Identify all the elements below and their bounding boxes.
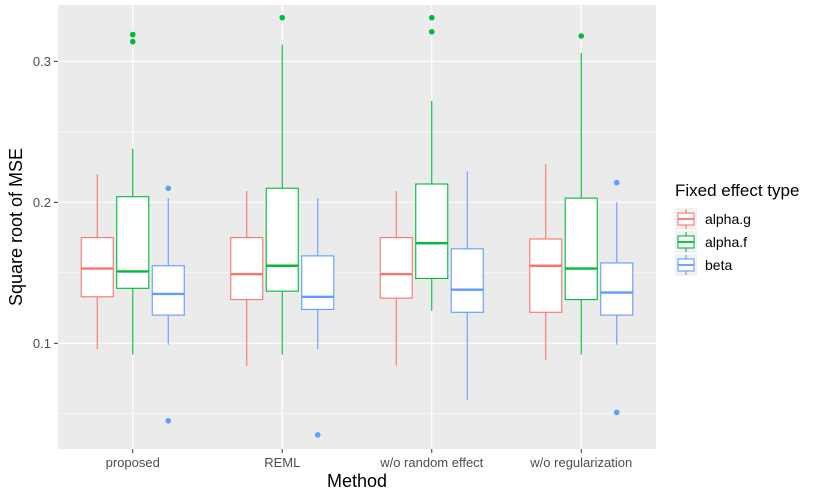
outlier-point: [428, 28, 435, 35]
legend-title: Fixed effect type: [675, 181, 799, 200]
outlier-point: [129, 38, 136, 45]
outlier-point: [314, 432, 321, 438]
y-tick-label: 0.2: [33, 195, 51, 210]
y-tick-label: 0.1: [33, 336, 51, 351]
x-tick-label: proposed: [106, 455, 160, 470]
box-alpha-f-2: [415, 14, 449, 311]
legend-label: beta: [705, 257, 732, 273]
box-beta-2: [450, 171, 484, 400]
x-axis-title: Method: [327, 471, 387, 491]
x-tick-label: w/o regularization: [529, 455, 632, 470]
box-iqr: [379, 237, 413, 299]
axes: 0.1 0.2 0.3 proposed REML w/o random effect w/…: [33, 54, 632, 470]
box-iqr: [230, 237, 264, 301]
box-alpha-f-1: [265, 14, 299, 355]
x-tick-label: REML: [264, 455, 300, 470]
box-beta-0: [151, 185, 185, 424]
outlier-point: [165, 185, 172, 192]
legend-label: alpha.g: [705, 211, 751, 227]
box-iqr: [301, 255, 335, 311]
outlier-point: [428, 14, 435, 21]
box-iqr: [529, 238, 563, 313]
outlier-point: [613, 179, 620, 186]
box-iqr: [600, 262, 634, 316]
box-alpha-g-3: [529, 164, 563, 361]
box-marks: [80, 14, 634, 438]
box-alpha-g-0: [80, 174, 114, 349]
series-beta: [151, 171, 634, 438]
outlier-point: [578, 33, 585, 39]
box-iqr: [450, 248, 484, 313]
series-alpha-f: [116, 14, 598, 355]
box-alpha-f-0: [116, 31, 150, 355]
plot-panel: [58, 5, 656, 449]
legend-key-alpha-g: alpha.g: [675, 208, 751, 230]
series-alpha-g: [80, 164, 563, 366]
outlier-point: [129, 31, 136, 38]
y-axis-title: Square root of MSE: [6, 148, 26, 306]
legend-key-alpha-f: alpha.f: [675, 231, 747, 253]
box-beta-3: [600, 179, 634, 416]
outlier-point: [279, 14, 286, 21]
x-tick-label: w/o random effect: [379, 455, 483, 470]
box-iqr: [151, 265, 185, 316]
box-iqr: [415, 183, 449, 279]
outlier-point: [613, 409, 620, 416]
box-iqr: [564, 197, 598, 301]
box-iqr: [265, 187, 299, 292]
outlier-point: [165, 418, 172, 424]
box-iqr: [80, 237, 114, 298]
box-iqr: [116, 196, 150, 289]
box-beta-1: [301, 198, 335, 438]
y-tick-label: 0.3: [33, 54, 51, 69]
legend-key-beta: beta: [675, 254, 732, 276]
legend-label: alpha.f: [705, 234, 747, 250]
legend: Fixed effect type alpha.g alpha.f beta: [675, 181, 799, 276]
box-alpha-g-1: [230, 191, 264, 366]
box-alpha-f-3: [564, 33, 598, 355]
box-alpha-g-2: [379, 191, 413, 366]
